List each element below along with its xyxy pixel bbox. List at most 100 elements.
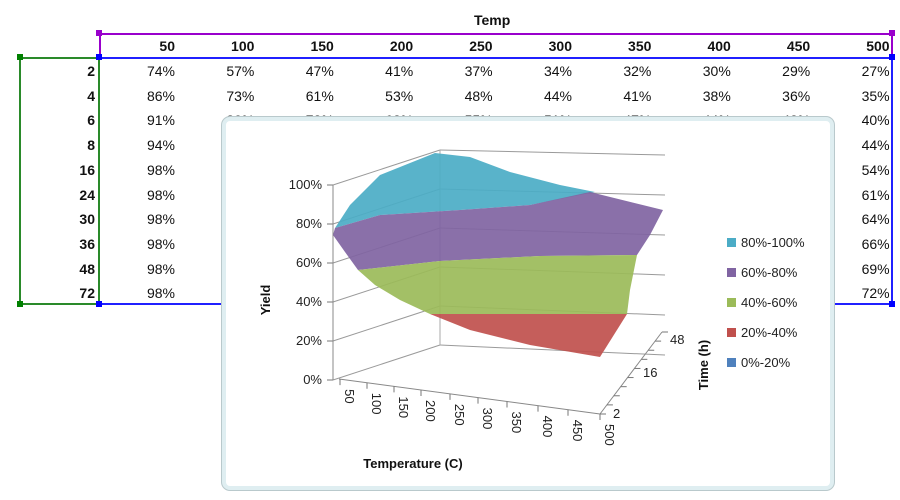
table-cell[interactable]: 72% (861, 285, 890, 302)
table-cell[interactable]: 41% (385, 63, 414, 79)
table-cell[interactable]: 98% (146, 235, 175, 252)
table-cell[interactable]: 61% (861, 186, 890, 203)
row-label[interactable]: 16 (79, 161, 95, 178)
column-header[interactable]: 250 (469, 38, 493, 54)
z-axis-title: Yield (258, 285, 273, 316)
column-header[interactable]: 500 (866, 38, 890, 54)
x-tick-label: 300 (480, 408, 495, 430)
resize-handle[interactable] (889, 301, 895, 307)
table-cell[interactable]: 98% (146, 211, 175, 228)
table-cell[interactable]: 54% (861, 161, 890, 178)
legend-swatch (727, 358, 736, 367)
table-cell[interactable]: 44% (543, 87, 572, 104)
row-label[interactable]: 48 (79, 260, 95, 277)
z-tick-label: 0% (303, 372, 322, 387)
table-cell[interactable]: 98% (146, 186, 175, 203)
table-cell[interactable]: 98% (146, 161, 175, 178)
row-label[interactable]: 36 (79, 235, 95, 252)
table-cell[interactable]: 38% (702, 87, 731, 104)
surface-band-60-80 (333, 192, 663, 270)
table-cell[interactable]: 37% (464, 63, 493, 79)
x-tick-label: 100 (369, 393, 384, 415)
z-tick-label: 20% (296, 333, 322, 348)
y-tick-label: 16 (643, 365, 657, 380)
row-label[interactable]: 4 (87, 87, 95, 104)
resize-handle[interactable] (96, 54, 102, 60)
gridline-side (332, 344, 441, 381)
x-axis-line (338, 378, 601, 415)
header-range-selection[interactable] (99, 33, 893, 58)
column-header[interactable]: 400 (707, 38, 731, 54)
table-cell[interactable]: 34% (543, 63, 572, 79)
x-axis-title: Temperature (C) (363, 456, 462, 471)
y-axis-title: Time (h) (696, 340, 711, 390)
surface-band-40-60 (358, 255, 637, 314)
x-tick-label: 50 (342, 389, 357, 403)
gridline-back (439, 149, 666, 156)
resize-handle[interactable] (889, 54, 895, 60)
table-cell[interactable]: 41% (623, 87, 652, 104)
table-cell[interactable]: 61% (305, 87, 334, 104)
table-cell[interactable]: 74% (146, 63, 175, 79)
column-header[interactable]: 350 (628, 38, 652, 54)
table-cell[interactable]: 53% (385, 87, 414, 104)
table-cell[interactable]: 30% (702, 63, 731, 79)
column-header[interactable]: 450 (786, 38, 811, 54)
table-cell[interactable]: 86% (146, 87, 175, 104)
table-cell[interactable]: 73% (226, 87, 255, 104)
column-header[interactable]: 200 (389, 38, 414, 54)
row-label[interactable]: 8 (87, 137, 95, 154)
table-cell[interactable]: 40% (861, 112, 890, 129)
table-cell[interactable]: 29% (782, 63, 811, 79)
row-label[interactable]: 2 (87, 63, 95, 79)
table-cell[interactable]: 98% (146, 260, 175, 277)
legend-swatch (727, 298, 736, 307)
legend-swatch (727, 238, 736, 247)
resize-handle[interactable] (96, 30, 102, 36)
surface-band-20-40 (430, 314, 627, 357)
resize-handle[interactable] (17, 301, 23, 307)
legend-label: 80%-100% (741, 235, 805, 250)
legend-swatch (727, 268, 736, 277)
surface-chart[interactable]: 0% 20% 40% 60% 80% 100% 50 100 150 200 250 300 350 40… (222, 117, 834, 490)
z-tick-label: 40% (296, 294, 322, 309)
row-label[interactable]: 30 (79, 211, 95, 228)
column-header[interactable]: 50 (159, 38, 175, 54)
row-label[interactable]: 72 (79, 285, 95, 302)
table-cell[interactable]: 35% (861, 87, 890, 104)
table-cell[interactable]: 44% (861, 137, 890, 154)
gridline-side (332, 149, 441, 186)
column-header[interactable]: 300 (548, 38, 572, 54)
label-range-selection[interactable] (19, 57, 100, 305)
resize-handle[interactable] (17, 54, 23, 60)
table-cell[interactable]: 91% (146, 112, 175, 129)
table-cell[interactable]: 69% (861, 260, 890, 277)
table-cell[interactable]: 27% (861, 63, 890, 79)
row-label[interactable]: 6 (87, 112, 95, 129)
table-cell[interactable]: 47% (305, 63, 334, 79)
x-tick-label: 500 (602, 424, 617, 446)
legend-swatch (727, 328, 736, 337)
surface-band-80-100 (335, 153, 595, 228)
table-cell[interactable]: 48% (464, 87, 493, 104)
y-axis-line (599, 331, 663, 415)
row-label[interactable]: 24 (79, 186, 95, 203)
table-cell[interactable]: 57% (226, 63, 255, 79)
table-cell[interactable]: 36% (782, 87, 811, 104)
column-header[interactable]: 100 (231, 38, 255, 54)
x-tick-label: 450 (570, 420, 585, 442)
table-cell[interactable]: 98% (146, 285, 175, 302)
gridline-back (439, 344, 666, 356)
x-tick-label: 150 (396, 396, 411, 418)
table-cell[interactable]: 64% (861, 211, 890, 228)
y-tick-label: 48 (670, 332, 684, 347)
table-cell[interactable]: 94% (146, 137, 175, 154)
table-cell[interactable]: 32% (623, 63, 652, 79)
column-header[interactable]: 150 (310, 38, 334, 54)
resize-handle[interactable] (96, 301, 102, 307)
legend-label: 40%-60% (741, 295, 798, 310)
y-tick-label: 2 (613, 406, 620, 421)
chart-canvas: 0% 20% 40% 60% 80% 100% 50 100 150 200 250 300 350 40… (258, 149, 805, 471)
resize-handle[interactable] (889, 30, 895, 36)
table-cell[interactable]: 66% (861, 235, 890, 252)
